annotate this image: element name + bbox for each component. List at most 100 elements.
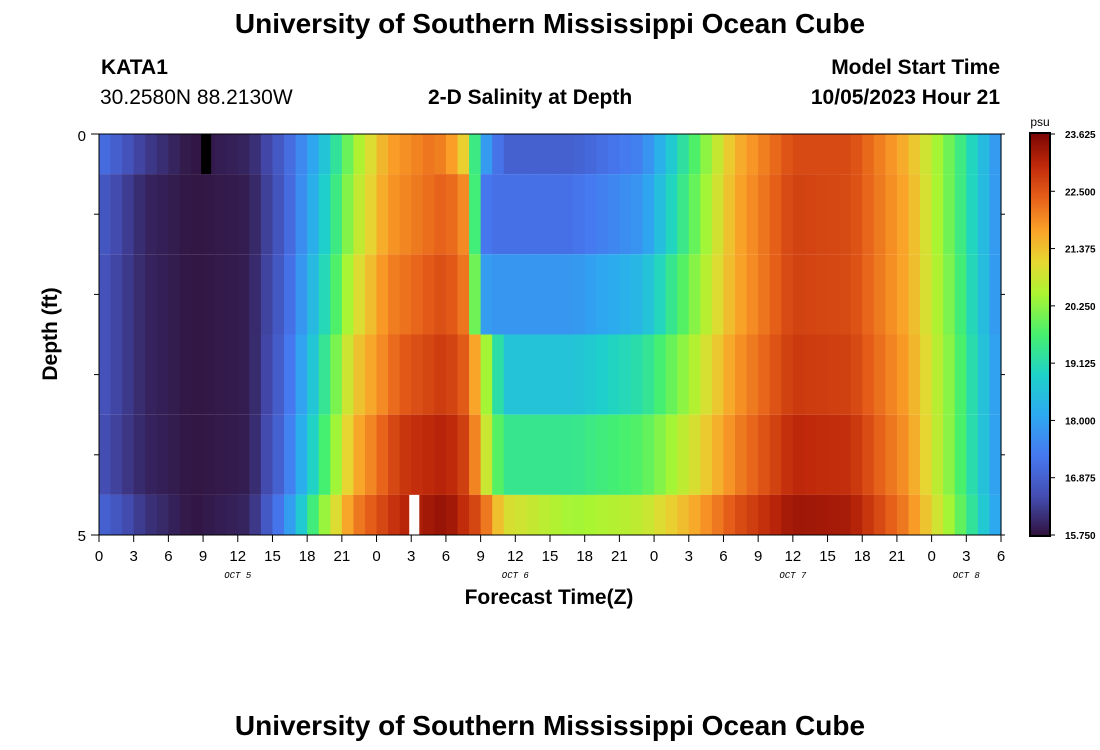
- marker-white: [409, 494, 420, 535]
- heatmap-cell: [226, 254, 239, 335]
- x-tick-label: 6: [997, 548, 1005, 565]
- heatmap-cell: [503, 134, 516, 175]
- heatmap-cell: [550, 414, 563, 495]
- heatmap-cell: [642, 414, 655, 495]
- heatmap-cell: [804, 134, 817, 175]
- heatmap-cell: [480, 174, 493, 255]
- heatmap-cell: [896, 334, 910, 415]
- heatmap-cell: [607, 254, 620, 335]
- heatmap-cell: [156, 254, 169, 335]
- heatmap-cell: [550, 494, 563, 535]
- heatmap-cell: [388, 174, 401, 255]
- x-tick-label: 15: [819, 548, 836, 565]
- heatmap-cell: [723, 494, 736, 535]
- colorbar-tick-label: 22.500: [1065, 187, 1096, 198]
- heatmap-cell: [792, 254, 806, 335]
- heatmap-cell: [700, 494, 713, 535]
- heatmap-cell: [561, 334, 574, 415]
- heatmap-cell: [619, 334, 632, 415]
- heatmap-cell: [99, 334, 112, 415]
- x-tick-label: 18: [576, 548, 593, 565]
- heatmap-cell: [943, 174, 956, 255]
- x-axis-date-labels: OCT 5 OCT 6 OCT 7 OCT 8: [224, 571, 980, 581]
- heatmap-cell: [191, 174, 204, 255]
- heatmap-cell: [376, 134, 389, 175]
- heatmap-cell: [133, 174, 146, 255]
- heatmap-cell: [168, 414, 181, 495]
- heatmap-cell: [480, 414, 493, 495]
- x-tick-label: 15: [264, 548, 281, 565]
- heatmap-cell: [249, 334, 262, 415]
- heatmap-cell: [781, 334, 794, 415]
- heatmap-cell: [966, 174, 979, 255]
- heatmap-cell: [781, 414, 794, 495]
- heatmap-cell: [284, 174, 297, 255]
- heatmap-cell: [561, 414, 574, 495]
- heatmap-cell: [630, 134, 644, 175]
- heatmap-markers: [201, 134, 420, 535]
- heatmap-cell: [954, 334, 967, 415]
- heatmap-cell: [642, 254, 655, 335]
- heatmap-cell: [607, 174, 620, 255]
- heatmap-cell: [434, 134, 447, 175]
- heatmap-cell: [364, 494, 378, 535]
- heatmap-cell: [677, 254, 690, 335]
- heatmap-cell: [226, 174, 239, 255]
- heatmap-cell: [307, 414, 320, 495]
- heatmap-cell: [492, 174, 505, 255]
- heatmap-cell: [688, 254, 701, 335]
- heatmap-cell: [561, 254, 574, 335]
- heatmap-cell: [654, 134, 667, 175]
- heatmap-cell: [526, 414, 540, 495]
- heatmap-cell: [573, 174, 586, 255]
- heatmap-cell: [977, 494, 991, 535]
- heatmap-cell: [307, 254, 320, 335]
- heatmap-cell: [654, 494, 667, 535]
- heatmap-cell: [110, 254, 123, 335]
- colorbar-tick-label: 20.250: [1065, 302, 1096, 313]
- heatmap-cell: [966, 414, 979, 495]
- heatmap-cell: [561, 494, 574, 535]
- heatmap-cell: [815, 494, 829, 535]
- heatmap-cell: [445, 414, 459, 495]
- heatmap-cell: [792, 134, 806, 175]
- heatmap-cell: [284, 134, 297, 175]
- heatmap-cell: [191, 414, 204, 495]
- heatmap-cell: [260, 134, 274, 175]
- heatmap-cell: [688, 414, 701, 495]
- heatmap-cell: [700, 414, 713, 495]
- heatmap-cell: [873, 414, 886, 495]
- heatmap-cell: [249, 494, 262, 535]
- heatmap-cell: [885, 174, 898, 255]
- heatmap-cell: [203, 494, 216, 535]
- heatmap-cell: [492, 334, 505, 415]
- heatmap-cell: [735, 174, 748, 255]
- heatmap-cell: [330, 494, 343, 535]
- heatmap-cell: [237, 174, 250, 255]
- heatmap-cell: [931, 254, 944, 335]
- heatmap-cell: [179, 494, 193, 535]
- heatmap-cell: [434, 174, 447, 255]
- heatmap-cell: [954, 254, 967, 335]
- heatmap-cell: [503, 174, 516, 255]
- heatmap-cell: [526, 494, 540, 535]
- heatmap-cell: [122, 254, 135, 335]
- y-axis-ticks: [91, 133, 1005, 536]
- heatmap-cell: [977, 414, 991, 495]
- x-tick-label: 18: [299, 548, 316, 565]
- heatmap-cell: [99, 414, 112, 495]
- heatmap-cell: [931, 494, 944, 535]
- heatmap-cell: [457, 414, 470, 495]
- heatmap-cell: [873, 254, 886, 335]
- heatmap-cell: [758, 494, 771, 535]
- heatmap-cell: [769, 414, 782, 495]
- heatmap-cell: [411, 134, 424, 175]
- heatmap-cell: [619, 254, 632, 335]
- heatmap-cell: [307, 174, 320, 255]
- heatmap-cell: [943, 494, 956, 535]
- heatmap-cell: [665, 174, 678, 255]
- heatmap-cell: [573, 254, 586, 335]
- heatmap-cell: [445, 334, 459, 415]
- heatmap-cell: [827, 494, 840, 535]
